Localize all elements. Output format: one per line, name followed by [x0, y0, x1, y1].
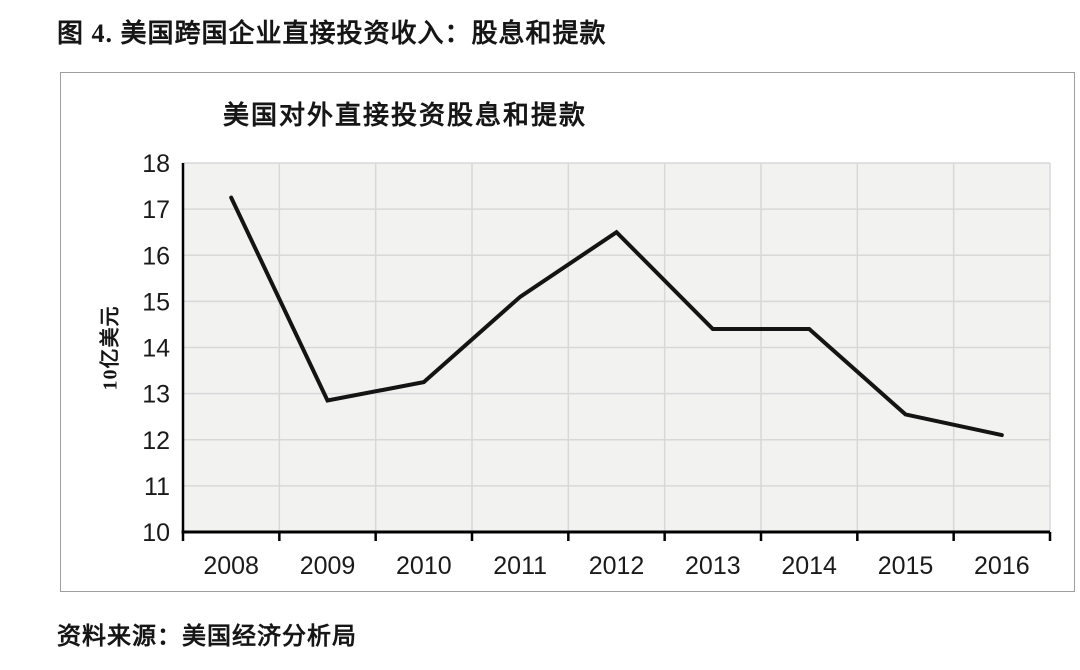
chart-frame: 10 11 12 13 14 15 16 17 18 2008 2009 2010 2011 2012 20… — [60, 72, 1075, 592]
y-tick-label: 17 — [142, 196, 170, 224]
y-tick-label: 14 — [142, 335, 170, 363]
y-tick-label: 15 — [142, 288, 170, 316]
x-tick-label: 2010 — [396, 552, 452, 580]
x-tick-label: 2013 — [685, 552, 741, 580]
x-tick-label: 2014 — [781, 552, 837, 580]
x-tick-label: 2011 — [493, 552, 547, 580]
line-chart: 10 11 12 13 14 15 16 17 18 2008 2009 2010 2011 2012 20… — [142, 150, 1052, 580]
y-tick-label: 11 — [144, 473, 170, 501]
y-tick-label: 18 — [142, 150, 170, 178]
y-tick-label: 10 — [142, 519, 170, 547]
y-tick-label: 16 — [142, 242, 170, 270]
x-tick-label: 2012 — [589, 552, 645, 580]
y-tick-label: 12 — [142, 427, 170, 455]
y-axis-title: 10亿美元 — [99, 305, 122, 391]
source-note: 资料来源：美国经济分析局 — [57, 624, 357, 650]
chart-title: 美国对外直接投资股息和提款 — [223, 101, 588, 130]
figure-title: 图 4. 美国跨国企业直接投资收入：股息和提款 — [57, 19, 607, 48]
x-tick-label: 2009 — [300, 552, 356, 580]
data-series-line — [229, 195, 1004, 438]
x-tick-label: 2016 — [974, 552, 1030, 580]
x-tick-label: 2015 — [878, 552, 934, 580]
x-tick-label: 2008 — [203, 552, 259, 580]
y-tick-label: 13 — [142, 381, 170, 409]
